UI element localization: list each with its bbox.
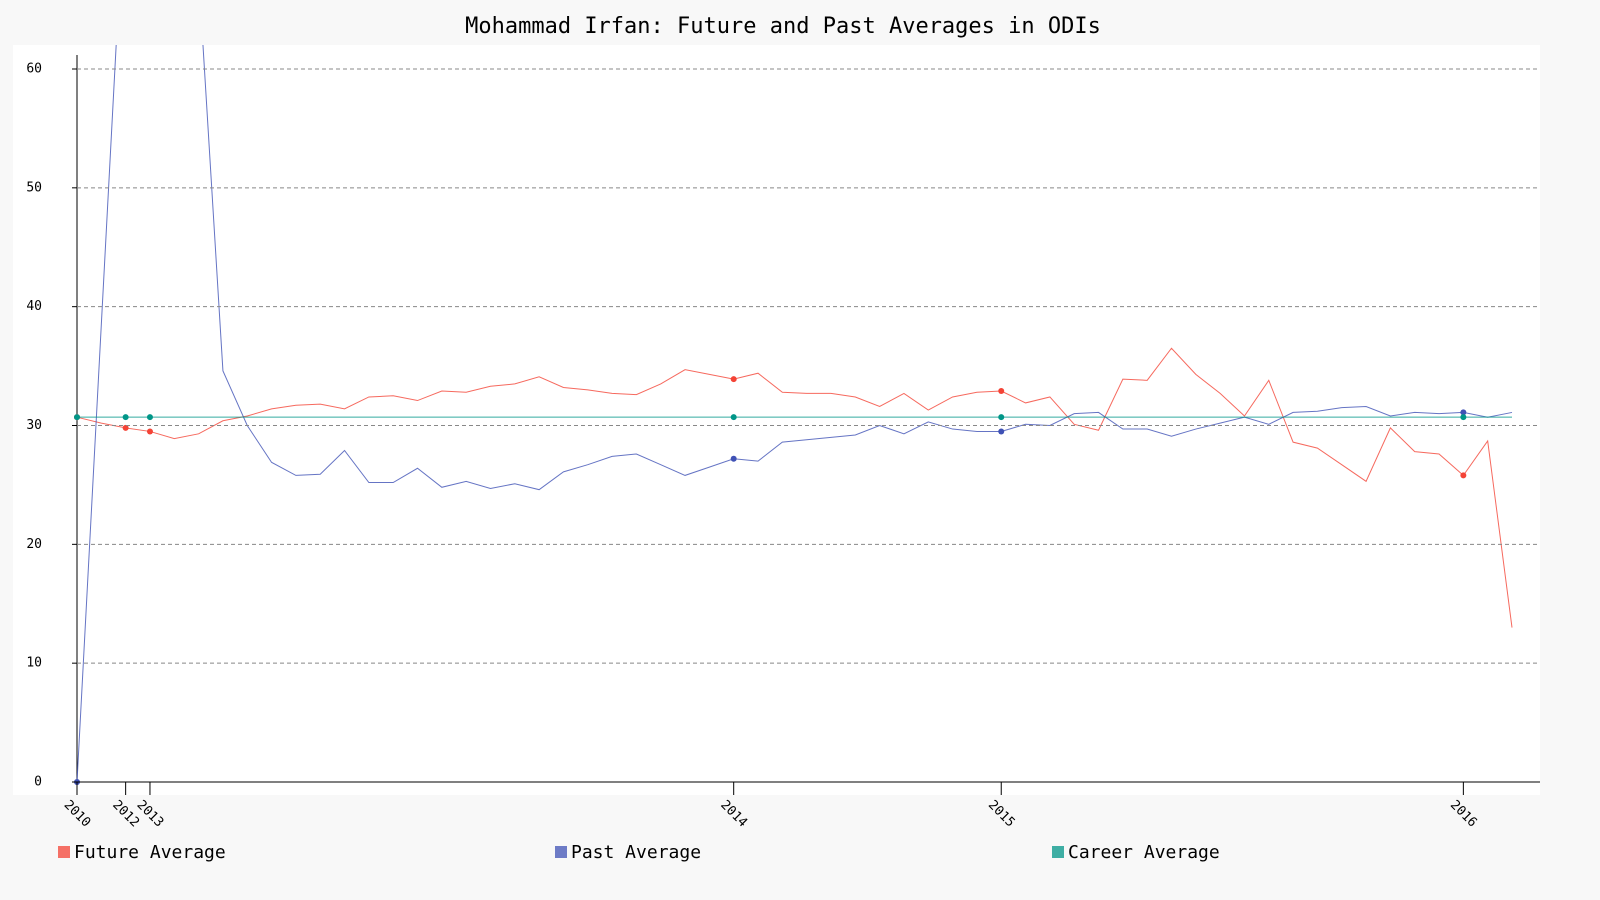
- data-point: [1460, 472, 1467, 479]
- x-tick-label: 2014: [717, 798, 750, 831]
- legend-swatch: [1052, 846, 1064, 858]
- plot-area: [13, 45, 1540, 795]
- y-tick-label: 50: [26, 180, 42, 195]
- y-tick-label: 60: [26, 62, 42, 77]
- data-point: [1460, 414, 1467, 421]
- x-tick-label: 2016: [1447, 798, 1480, 831]
- y-tick-label: 10: [26, 656, 42, 671]
- series-line: [76, 45, 1513, 783]
- series-line: [76, 347, 1513, 628]
- plot: [74, 45, 1513, 785]
- legend-label: Career Average: [1068, 842, 1220, 863]
- data-point: [730, 414, 737, 421]
- x-tick-label: 2010: [61, 798, 94, 831]
- data-point: [998, 414, 1005, 421]
- chart-title: Mohammad Irfan: Future and Past Averages…: [465, 14, 1101, 39]
- data-point: [1460, 409, 1467, 416]
- legend-swatch: [555, 846, 567, 858]
- data-point: [730, 455, 737, 462]
- x-tick-label: 2013: [134, 798, 167, 831]
- data-point: [730, 376, 737, 383]
- legend-swatch: [58, 846, 70, 858]
- data-point: [146, 414, 153, 421]
- data-point: [998, 388, 1005, 395]
- y-tick-label: 30: [26, 418, 42, 433]
- y-tick-label: 0: [34, 775, 42, 790]
- data-point: [74, 414, 80, 421]
- data-point: [998, 428, 1005, 435]
- x-tick-label: 2015: [985, 798, 1018, 831]
- y-tick-label: 40: [26, 299, 42, 314]
- data-point: [122, 414, 129, 421]
- legend-label: Past Average: [571, 842, 701, 863]
- x-tick-label: 2012: [109, 798, 142, 831]
- legend-label: Future Average: [74, 842, 226, 863]
- data-point: [146, 428, 153, 435]
- data-point: [122, 424, 129, 431]
- y-tick-label: 20: [26, 537, 42, 552]
